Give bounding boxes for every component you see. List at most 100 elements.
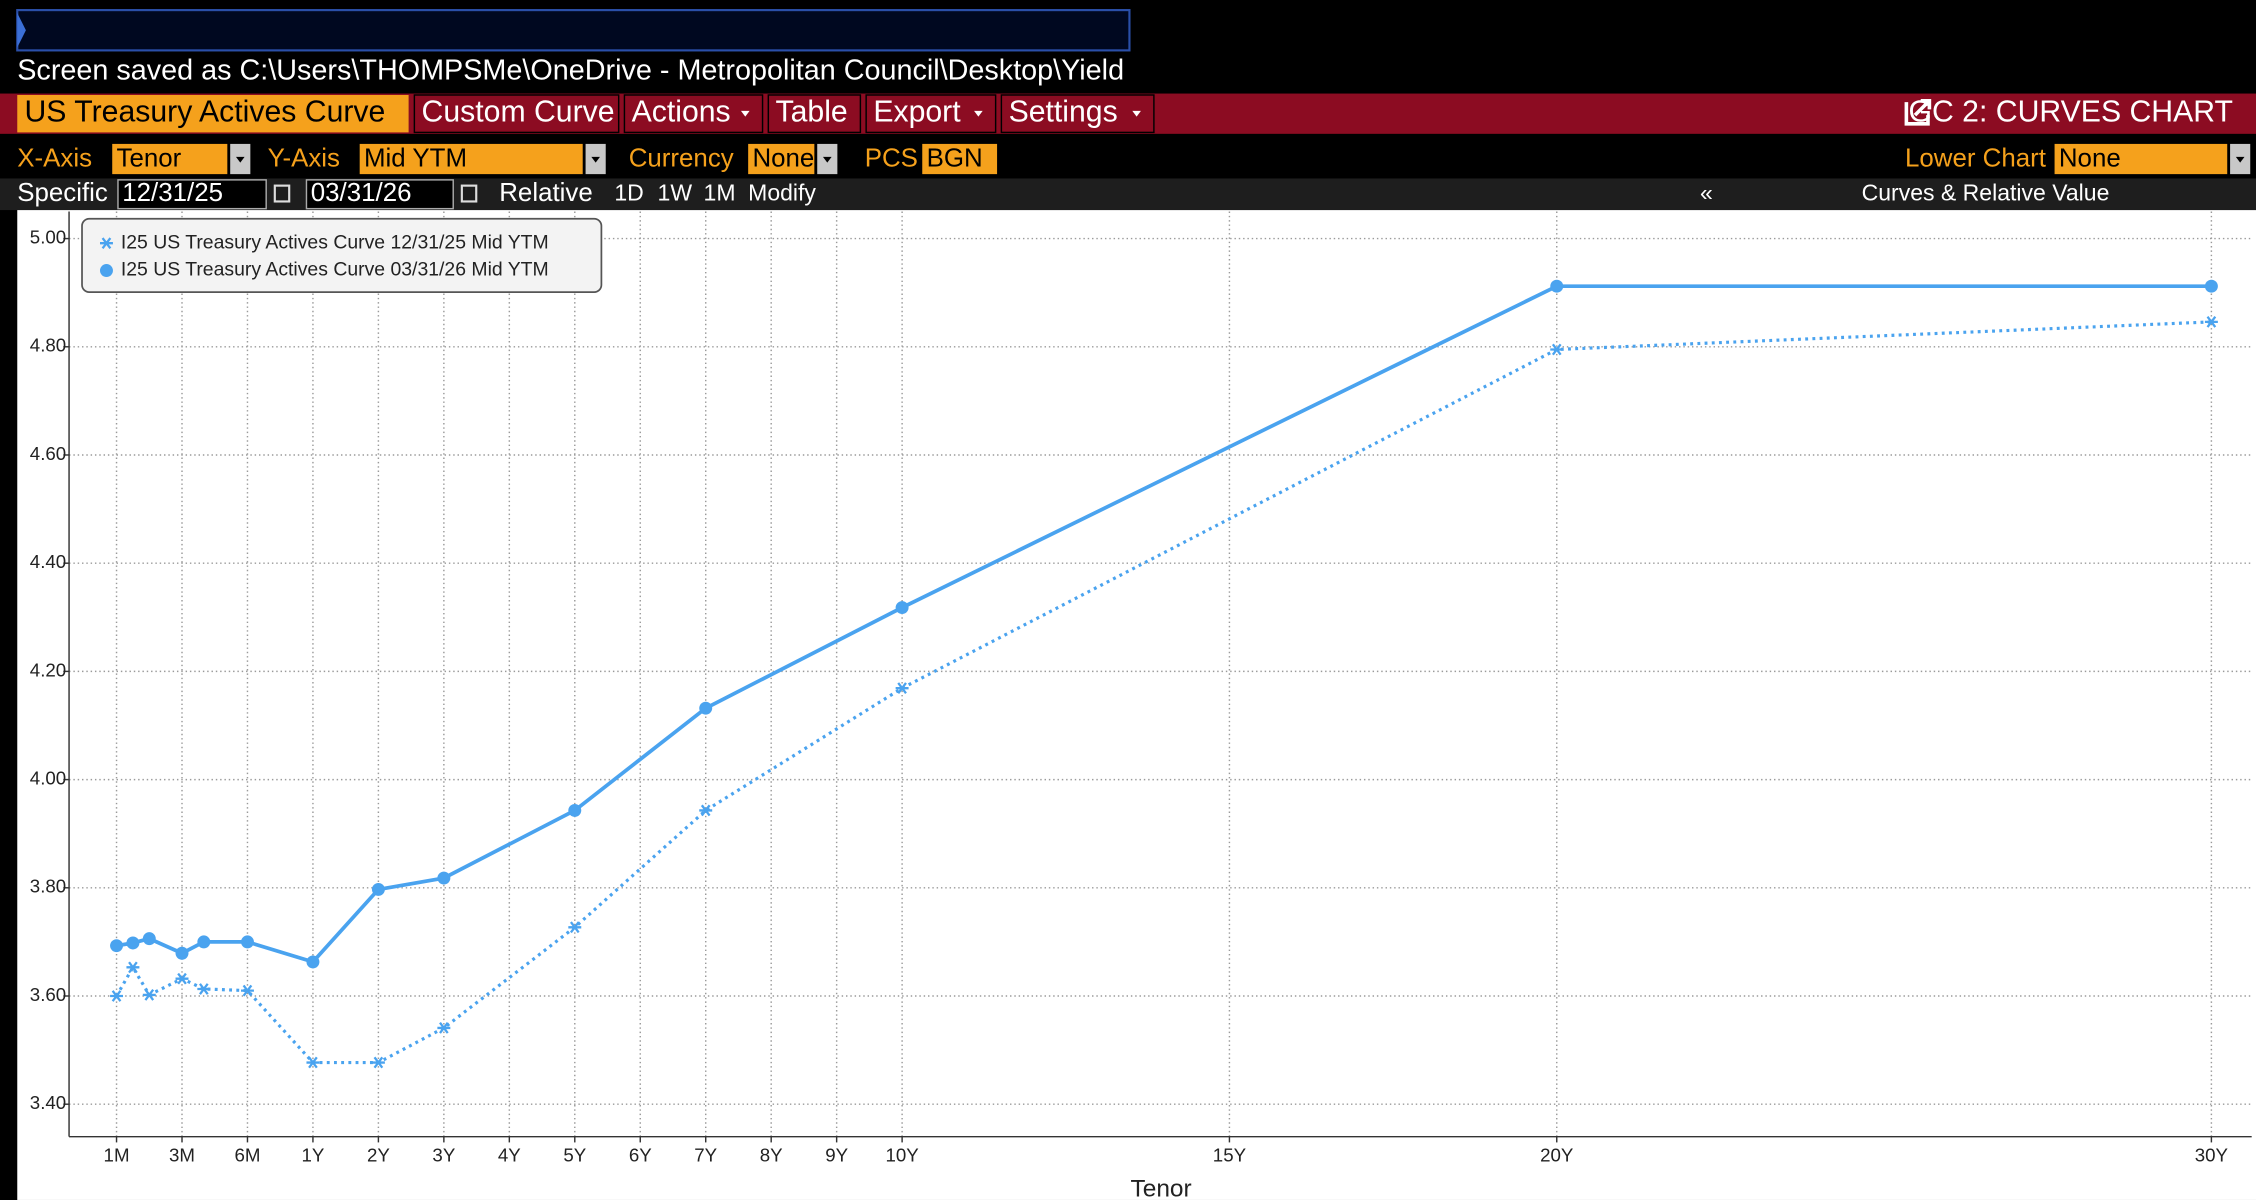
data-point — [197, 983, 211, 995]
data-point — [126, 936, 140, 950]
function-title: GC 2: CURVES CHART — [1908, 96, 2232, 129]
menu-item[interactable]: US Treasury Actives Curve — [24, 96, 385, 129]
y-tick-label: 5.00 — [30, 227, 66, 248]
relative-option[interactable]: 1M — [704, 179, 736, 205]
data-point — [371, 882, 385, 896]
date-field[interactable] — [117, 179, 267, 210]
x-tick-label: 2Y — [367, 1145, 390, 1166]
data-point — [175, 946, 189, 960]
menu-item[interactable]: Actions — [632, 96, 731, 129]
data-point — [142, 989, 156, 1001]
data-point — [197, 935, 211, 949]
x-tick-label: 9Y — [825, 1145, 848, 1166]
command-line[interactable] — [16, 9, 1131, 52]
data-point — [2204, 316, 2218, 328]
x-axis-title: Tenor — [1131, 1175, 1192, 1200]
y-tick-label: 3.60 — [30, 984, 66, 1005]
calendar-icon[interactable] — [460, 184, 478, 203]
x-tick-label: 5Y — [563, 1145, 586, 1166]
command-arrow — [17, 12, 26, 48]
modify-button[interactable]: Modify — [748, 179, 816, 205]
legend-marker — [99, 237, 113, 250]
input-field[interactable] — [359, 143, 583, 175]
dropdown-caret — [1132, 110, 1141, 117]
input-value[interactable]: None — [2059, 145, 2121, 173]
dropdown-caret — [740, 110, 750, 117]
data-point — [1550, 343, 1564, 356]
x-tick-label: 3Y — [432, 1145, 455, 1166]
menu-tab[interactable] — [865, 94, 997, 134]
y-tick-label: 3.40 — [30, 1092, 66, 1113]
data-point — [110, 939, 124, 953]
label: X-Axis — [17, 145, 92, 173]
data-point — [1550, 279, 1564, 293]
date-value[interactable]: 03/31/26 — [311, 179, 412, 207]
y-tick-label: 4.00 — [30, 768, 66, 789]
x-tick-label: 4Y — [498, 1145, 521, 1166]
legend-label: I25 US Treasury Actives Curve 03/31/26 M… — [121, 259, 549, 281]
calendar-icon[interactable] — [273, 184, 291, 203]
data-point — [306, 1056, 320, 1069]
data-point — [437, 1022, 451, 1034]
x-tick-label: 6M — [234, 1145, 260, 1166]
data-point — [306, 955, 320, 969]
dropdown-caret — [591, 156, 600, 163]
y-tick-label: 4.60 — [30, 443, 66, 464]
date-field[interactable] — [305, 179, 454, 210]
data-point — [126, 961, 140, 974]
input-value[interactable]: Tenor — [117, 145, 182, 173]
date-value[interactable]: 12/31/25 — [122, 179, 223, 207]
relative-option[interactable]: 1D — [614, 179, 643, 205]
data-point — [142, 932, 156, 946]
x-tick-label: 7Y — [694, 1145, 717, 1166]
data-point — [895, 601, 909, 615]
input-field[interactable] — [748, 143, 815, 175]
input-field[interactable] — [922, 143, 998, 175]
x-tick-label: 30Y — [2195, 1145, 2229, 1166]
menu-item[interactable]: Custom Curve — [422, 96, 615, 129]
data-point — [437, 871, 451, 885]
x-tick-label: 20Y — [1540, 1145, 1574, 1166]
data-point — [110, 990, 124, 1002]
data-point — [699, 804, 713, 817]
label: Specific — [17, 179, 108, 207]
x-tick-label: 3M — [169, 1145, 195, 1166]
input-value[interactable]: Mid YTM — [364, 145, 467, 173]
dropdown-caret — [2235, 156, 2245, 163]
x-tick-label: 15Y — [1213, 1145, 1247, 1166]
menu-tab[interactable] — [767, 94, 862, 134]
chart-area — [17, 210, 2256, 1200]
y-tick-label: 4.20 — [30, 659, 66, 680]
status-text: Screen saved as C:\Users\THOMPSMe\OneDri… — [17, 55, 1124, 87]
legend-label: I25 US Treasury Actives Curve 12/31/25 M… — [121, 231, 549, 253]
menu-tab[interactable] — [1000, 94, 1155, 134]
data-point — [699, 701, 713, 715]
data-point — [371, 1056, 385, 1069]
input-field[interactable] — [112, 143, 228, 175]
label: Currency — [629, 145, 734, 173]
data-point — [895, 682, 909, 695]
input-value[interactable]: BGN — [927, 145, 983, 173]
menu-item[interactable]: Settings — [1009, 96, 1118, 129]
label: Relative — [499, 179, 592, 207]
x-tick-label: 1Y — [302, 1145, 325, 1166]
menu-tab[interactable] — [413, 94, 620, 134]
relative-option[interactable]: 1W — [658, 179, 693, 205]
data-point — [568, 803, 582, 817]
x-tick-label: 8Y — [760, 1145, 783, 1166]
menu-item[interactable]: Table — [776, 96, 848, 129]
label: PCS — [865, 145, 918, 173]
label: Y-Axis — [268, 145, 340, 173]
menu-tab[interactable] — [17, 94, 409, 133]
data-point — [175, 972, 189, 985]
menu-item[interactable]: Export — [873, 96, 961, 129]
input-value[interactable]: None — [752, 145, 814, 173]
input-field[interactable] — [2054, 143, 2228, 175]
y-tick-label: 3.80 — [30, 876, 66, 897]
x-tick-label: 10Y — [885, 1145, 919, 1166]
menu-tab[interactable] — [623, 94, 764, 134]
collapse-button[interactable]: « — [1700, 179, 1713, 205]
y-tick-label: 4.80 — [30, 335, 66, 356]
data-point — [568, 921, 582, 934]
